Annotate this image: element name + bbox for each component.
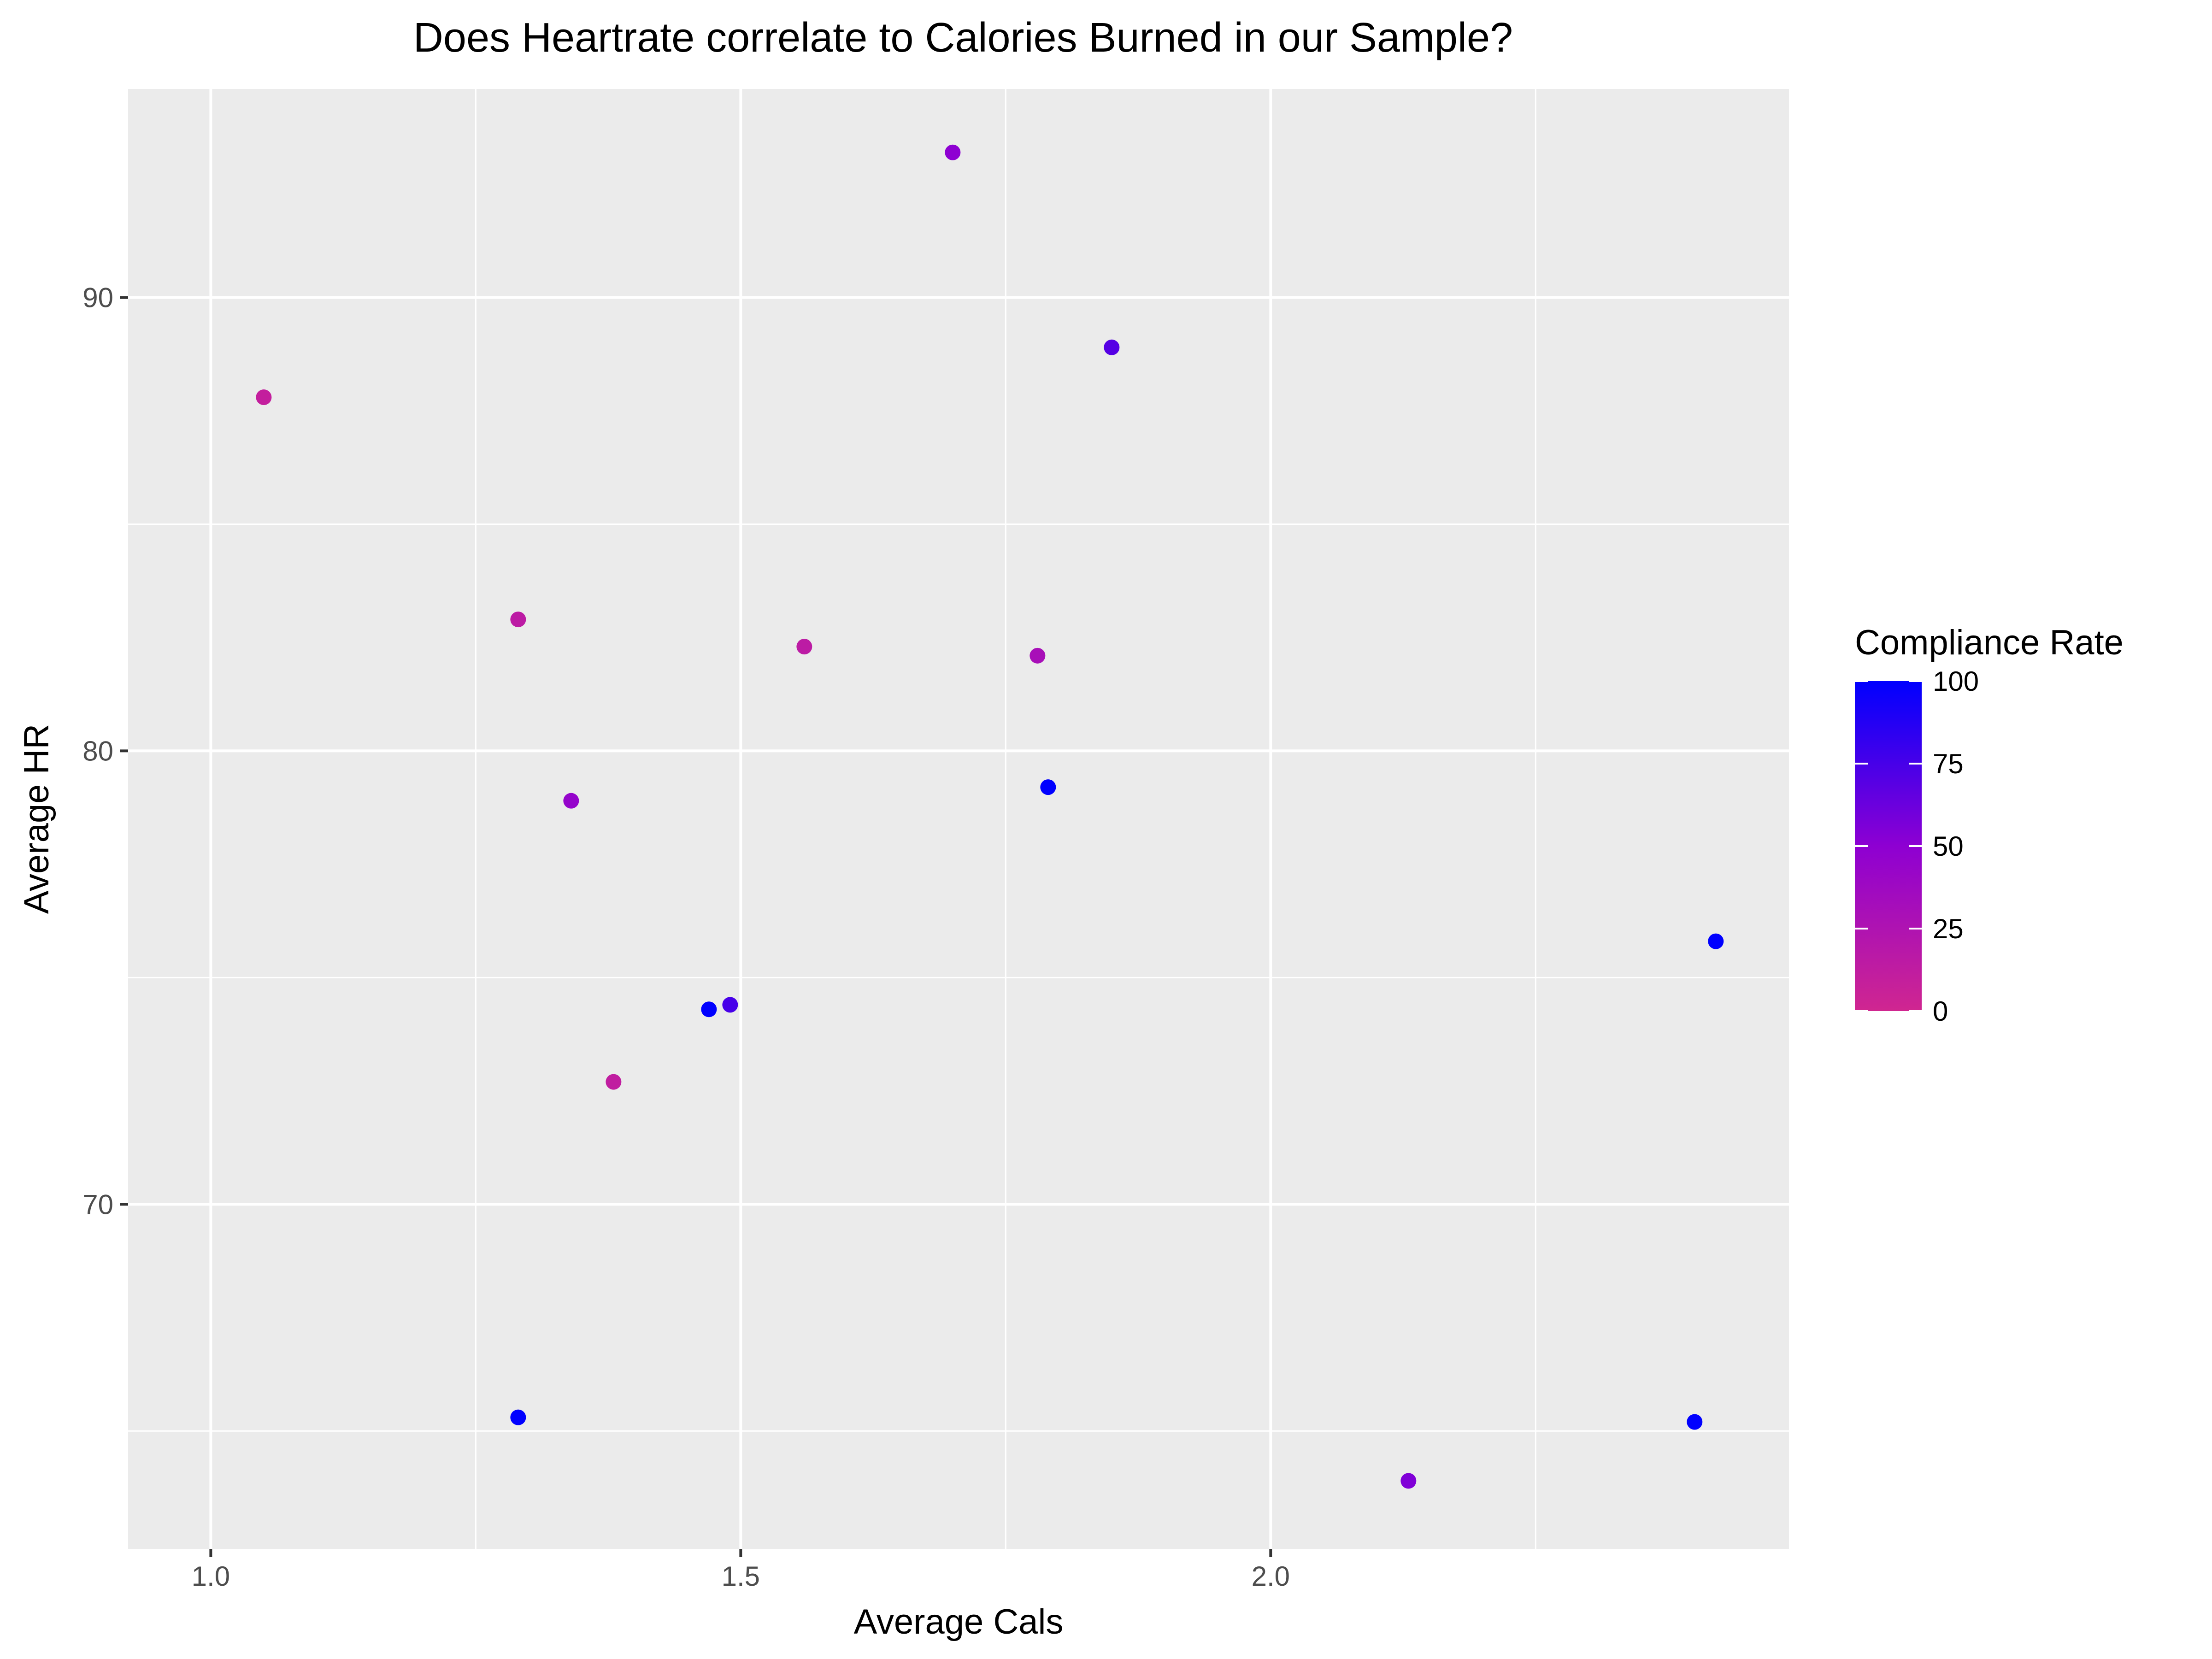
legend-tick-label: 100: [1933, 666, 1979, 697]
data-point: [510, 1409, 526, 1425]
data-points: [256, 144, 1724, 1489]
data-point: [1687, 1414, 1703, 1430]
data-point: [510, 612, 526, 628]
color-legend: Compliance Rate 0 25 50 75 100: [1855, 623, 2124, 1027]
x-tick-label: 1.5: [722, 1561, 760, 1592]
legend-ticks: 0 25 50 75 100: [1855, 666, 1979, 1027]
plot-panel: [128, 89, 1789, 1549]
data-point: [722, 997, 738, 1013]
legend-tick-label: 75: [1933, 748, 1964, 779]
x-axis-title: Average Cals: [854, 1602, 1064, 1641]
x-axis: 1.0 1.5 2.0: [192, 1549, 1290, 1592]
y-axis-title: Average HR: [17, 724, 56, 914]
y-tick-label: 90: [82, 282, 113, 313]
legend-tick-label: 25: [1933, 913, 1964, 944]
data-point: [945, 144, 961, 160]
data-point: [1400, 1473, 1417, 1489]
y-tick-label: 80: [82, 735, 113, 766]
data-point: [1040, 779, 1056, 795]
legend-title: Compliance Rate: [1855, 623, 2124, 662]
legend-tick-label: 0: [1933, 996, 1948, 1027]
minor-gridlines: [128, 89, 1789, 1549]
data-point: [701, 1001, 717, 1018]
major-gridlines: [128, 89, 1789, 1549]
data-point: [1104, 339, 1120, 355]
data-point: [256, 389, 272, 406]
data-point: [1030, 647, 1046, 664]
legend-tick-label: 50: [1933, 831, 1964, 862]
y-axis: 70 80 90: [82, 282, 128, 1220]
data-point: [796, 639, 812, 655]
x-tick-label: 1.0: [192, 1561, 230, 1592]
x-tick-label: 2.0: [1252, 1561, 1290, 1592]
data-point: [1708, 933, 1724, 949]
data-point: [606, 1074, 622, 1090]
data-point: [563, 793, 579, 809]
y-tick-label: 70: [82, 1189, 113, 1220]
chart-title: Does Heartrate correlate to Calories Bur…: [413, 15, 1513, 61]
